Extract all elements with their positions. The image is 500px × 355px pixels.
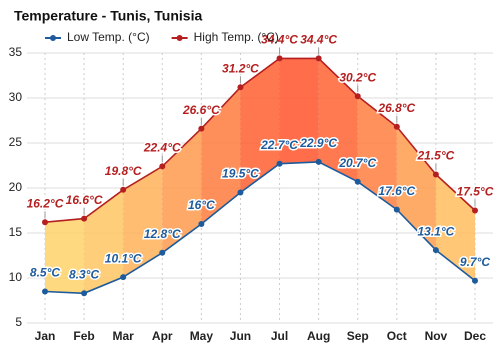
x-tick-label: Nov	[425, 329, 448, 343]
point	[159, 163, 166, 170]
point	[276, 55, 283, 62]
x-tick-label: Oct	[387, 329, 407, 343]
x-tick-label: Jun	[230, 329, 251, 343]
y-tick-label: 25	[9, 135, 23, 149]
value-label: 26.8°C	[377, 101, 415, 115]
line	[44, 57, 476, 223]
point	[315, 55, 322, 62]
point	[393, 123, 400, 130]
range-area	[240, 58, 280, 193]
value-label: 17.5°C	[457, 185, 494, 199]
y-tick-label: 20	[9, 180, 23, 194]
x-tick-label: Apr	[152, 329, 173, 343]
range-area	[84, 189, 124, 294]
point	[42, 288, 48, 295]
value-label: 10.1°C	[105, 251, 142, 265]
point	[81, 290, 88, 297]
point	[81, 215, 88, 222]
value-label: 31.2°C	[222, 61, 259, 75]
point	[354, 93, 361, 100]
value-label: 9.7°C	[460, 255, 490, 269]
point	[120, 186, 127, 193]
value-label: 20.7°C	[338, 156, 376, 170]
y-tick-label: 30	[9, 90, 23, 104]
value-label: 34.4°C	[261, 33, 298, 47]
value-label: 30.2°C	[339, 70, 376, 84]
point	[432, 171, 439, 178]
point	[42, 219, 48, 226]
point	[237, 84, 244, 91]
x-tick-label: Jan	[35, 329, 56, 343]
value-label: 19.5°C	[222, 167, 259, 181]
legend-marker	[50, 35, 56, 41]
y-tick-label: 10	[9, 270, 23, 284]
value-label: 13.1°C	[417, 224, 454, 238]
value-label: 12.8°C	[144, 227, 181, 241]
y-tick-label: 5	[15, 315, 22, 329]
y-tick-label: 35	[9, 45, 23, 59]
range-area	[45, 218, 85, 294]
line	[44, 161, 476, 295]
legend-label: Low Temp. (°C)	[67, 30, 150, 44]
y-tick-label: 15	[9, 225, 23, 239]
x-tick-label: May	[190, 329, 214, 343]
x-tick-label: Jul	[271, 329, 288, 343]
legend-marker	[176, 35, 183, 41]
point	[276, 160, 283, 167]
point	[472, 277, 478, 284]
legend-label: High Temp. (°C)	[194, 30, 279, 44]
value-label: 8.3°C	[69, 267, 99, 281]
chart-title: Temperature - Tunis, Tunisia	[14, 8, 202, 24]
value-label: 34.4°C	[300, 33, 337, 47]
value-label: 17.6°C	[378, 184, 415, 198]
range-area	[201, 87, 241, 224]
point	[198, 125, 205, 132]
value-label: 21.5°C	[416, 149, 454, 163]
range-area	[435, 174, 475, 281]
value-label: 8.5°C	[30, 266, 60, 280]
x-tick-label: Sep	[347, 329, 369, 343]
value-label: 22.7°C	[260, 138, 298, 152]
value-label: 26.6°C	[182, 103, 220, 117]
point	[237, 189, 244, 196]
point	[159, 249, 166, 256]
point	[472, 207, 478, 214]
point	[120, 274, 127, 281]
point	[432, 247, 439, 254]
range-area	[357, 96, 397, 210]
value-label: 16.6°C	[66, 193, 103, 207]
point	[354, 178, 361, 185]
x-tick-label: Dec	[464, 329, 486, 343]
point	[393, 206, 400, 213]
x-tick-label: Feb	[73, 329, 94, 343]
value-label: 19.8°C	[105, 164, 142, 178]
point	[198, 221, 205, 227]
value-label: 22.4°C	[143, 141, 181, 155]
range-area	[162, 128, 202, 253]
range-area	[123, 166, 163, 278]
range-area	[318, 58, 358, 182]
x-tick-label: Aug	[307, 329, 330, 343]
value-label: 22.9°C	[299, 136, 337, 150]
value-label: 16°C	[188, 198, 215, 212]
point	[315, 158, 322, 165]
range-area	[279, 58, 319, 164]
x-tick-label: Mar	[113, 329, 135, 343]
value-label: 16.2°C	[27, 196, 64, 210]
